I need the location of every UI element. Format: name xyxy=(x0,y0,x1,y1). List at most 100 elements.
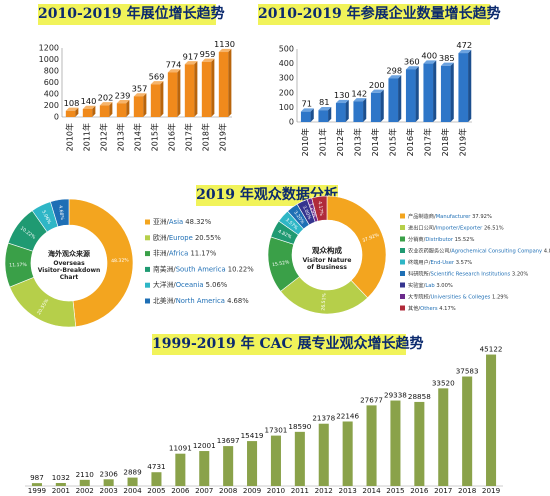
exhibitors-bar xyxy=(388,78,399,122)
nature-legend-label: 其他/Others 4.17% xyxy=(408,304,456,312)
cac-chart-title: 1999-2019 年 CAC 展专业观众增长趋势 xyxy=(152,334,424,355)
origin-slice-label: 11.17% xyxy=(9,262,27,269)
booth-x-tick-label: 2011年 xyxy=(82,123,92,151)
origin-center-subtitle: Visitor-Breakdown xyxy=(38,267,101,274)
origin-center-title: 海外观众来源 xyxy=(48,249,90,258)
exhibitors-x-tick-label: 2013年 xyxy=(352,128,362,156)
exhibitors-data-label: 360 xyxy=(404,56,420,66)
nature-legend-swatch xyxy=(400,213,405,219)
cac-data-label: 21378 xyxy=(312,414,335,423)
nature-slice-label: 4.17% xyxy=(316,201,324,217)
nature-legend-swatch xyxy=(400,305,405,311)
nature-legend-label: 产品制造商/Manufacturer 37.92% xyxy=(408,212,492,220)
cac-bar xyxy=(103,479,114,486)
exhibitors-x-tick-label: 2012年 xyxy=(335,128,345,156)
cac-x-tick-label: 2004 xyxy=(123,486,142,495)
exhibitors-data-label: 200 xyxy=(369,80,385,90)
exhibitors-y-tick-label: 200 xyxy=(279,88,294,97)
exhibitors-bar xyxy=(405,69,416,122)
cac-x-tick-label: 2014 xyxy=(362,486,381,495)
exhibitors-bar xyxy=(353,101,364,122)
cac-bar xyxy=(318,423,329,486)
cac-bar xyxy=(462,376,473,486)
cac-x-tick-label: 2008 xyxy=(219,486,238,495)
cac-x-tick-label: 2006 xyxy=(171,486,190,495)
visitor-analysis-title: 2019 年观众数据分析 xyxy=(196,185,338,206)
cac-bar xyxy=(294,431,305,486)
booth-bar-top xyxy=(133,93,147,97)
cac-x-tick-label: 2009 xyxy=(243,486,262,495)
origin-legend-label: 南美洲/South America 10.22% xyxy=(153,264,254,273)
nature-center-subtitle: Visitor Nature xyxy=(303,257,352,264)
booth-data-label: 202 xyxy=(98,92,114,102)
booth-x-tick-label: 2018年 xyxy=(201,123,211,151)
nature-legend-swatch xyxy=(400,259,405,265)
origin-donut-hole xyxy=(31,225,107,301)
booth-bar-side xyxy=(75,107,79,117)
cac-bar xyxy=(31,483,42,486)
cac-x-tick-label: 2016 xyxy=(410,486,429,495)
booth-bar xyxy=(184,64,195,117)
booth-bar-side xyxy=(92,105,96,117)
booth-y-tick-label: 200 xyxy=(44,101,59,110)
cac-data-label: 987 xyxy=(30,473,44,482)
cac-x-tick-label: 2003 xyxy=(100,486,118,495)
cac-data-label: 45122 xyxy=(480,345,503,354)
nature-slice-label: 15.52% xyxy=(272,259,291,268)
booth-y-tick-label: 1000 xyxy=(39,55,59,64)
exhibitors-bar-side xyxy=(450,62,454,122)
origin-legend-label: 非洲/Africa 11.17% xyxy=(153,249,217,258)
exhibitors-bar-top xyxy=(353,98,367,102)
nature-legend-label: 进出口公司/Importer/Exporter 26.51% xyxy=(408,224,504,232)
exhibitors-bar-side xyxy=(398,75,402,122)
exhibitors-bar-side xyxy=(415,66,419,122)
cac-bar xyxy=(175,453,186,486)
nature-legend-swatch xyxy=(400,271,405,276)
booth-data-label: 1130 xyxy=(214,39,235,49)
exhibitors-bar xyxy=(318,110,329,122)
cac-bar xyxy=(247,441,258,486)
cac-x-tick-label: 1999 xyxy=(28,486,47,495)
exhibitors-x-tick-label: 2018年 xyxy=(440,128,450,156)
exhibitors-bar-side xyxy=(363,98,367,122)
booth-bar-side xyxy=(177,69,181,117)
exhibitors-bar-top xyxy=(405,66,419,70)
exhibitors-x-tick-label: 2019年 xyxy=(457,128,467,156)
cac-data-label: 15419 xyxy=(241,431,264,440)
exhibitors-bar xyxy=(335,103,346,122)
cac-data-label: 12001 xyxy=(193,441,216,450)
cac-data-label: 11091 xyxy=(169,444,192,453)
cac-bar xyxy=(486,354,497,486)
cac-data-label: 22146 xyxy=(336,411,359,420)
booth-bar xyxy=(201,61,212,117)
booth-bar-side xyxy=(211,58,215,117)
booth-bar-top xyxy=(99,102,113,106)
booth-y-tick-label: 0 xyxy=(54,113,59,122)
exhibitors-data-label: 298 xyxy=(386,65,402,75)
exhibitors-x-tick-label: 2017年 xyxy=(422,128,432,156)
origin-legend-swatch xyxy=(145,251,150,257)
origin-center-subtitle: Overseas xyxy=(53,260,85,267)
cac-data-label: 2889 xyxy=(123,468,142,477)
exhibitors-y-tick-label: 100 xyxy=(279,103,294,112)
booth-chart-title: 2010-2019 年展位增长趋势 xyxy=(38,4,225,25)
origin-legend-label: 欧洲/Europe 20.55% xyxy=(153,233,221,242)
booth-bar-top xyxy=(82,105,96,109)
exhibitors-y-tick-label: 300 xyxy=(279,74,294,83)
cac-data-label: 4731 xyxy=(147,462,165,471)
booth-bar-top xyxy=(167,69,181,73)
booth-y-tick-label: 1200 xyxy=(39,44,59,53)
exhibitors-data-label: 71 xyxy=(301,99,312,109)
nature-center-title: 观众构成 xyxy=(312,245,342,255)
cac-x-tick-label: 2002 xyxy=(76,486,94,495)
origin-legend-swatch xyxy=(145,235,150,241)
booth-bar-side xyxy=(160,81,164,117)
exhibitors-data-label: 130 xyxy=(334,90,350,100)
booth-x-tick-label: 2017年 xyxy=(184,123,194,151)
booth-bar xyxy=(133,96,144,117)
exhibitors-bar-side xyxy=(310,108,314,122)
cac-data-label: 18590 xyxy=(288,422,311,431)
cac-bar xyxy=(390,400,401,486)
booth-bar xyxy=(99,105,110,117)
exhibitors-bar-top xyxy=(370,89,384,93)
